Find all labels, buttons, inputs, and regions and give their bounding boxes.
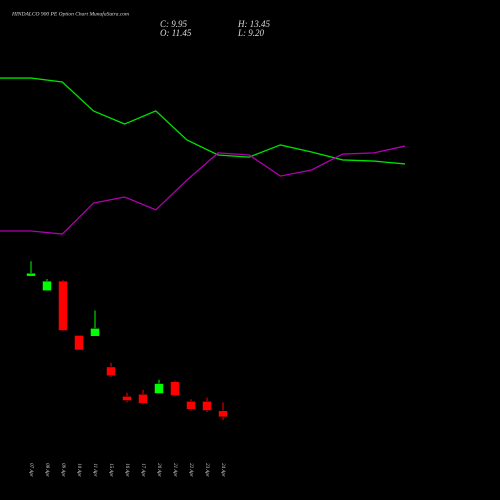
open-label: O: 11.45: [160, 28, 192, 38]
candle-body: [26, 272, 36, 277]
high-label: H: 13.45: [237, 19, 270, 29]
candle-body: [186, 401, 196, 410]
chart-title: HINDALCO 900 PE Option Chart MunafaSutra…: [11, 10, 129, 17]
x-tick-label: 15 Apr: [108, 463, 113, 477]
candle-body: [138, 394, 148, 404]
x-tick-label: 11 Apr: [92, 463, 97, 476]
candle-body: [42, 280, 52, 291]
candle-body: [170, 381, 180, 396]
x-tick-label: 20 Apr: [156, 463, 161, 477]
candle-body: [218, 410, 228, 418]
x-tick-label: 24 Apr: [220, 463, 225, 477]
x-tick-label: 22 Apr: [188, 463, 193, 477]
x-tick-label: 23 Apr: [204, 463, 209, 477]
x-tick-label: 21 Apr: [172, 463, 177, 477]
x-tick-label: 17 Apr: [140, 463, 145, 477]
low-label: L: 9.20: [237, 28, 265, 38]
x-tick-label: 07 Apr: [28, 463, 33, 477]
x-tick-label: 16 Apr: [124, 463, 129, 477]
x-tick-label: 09 Apr: [60, 463, 65, 477]
x-tick-label: 10 Apr: [76, 463, 81, 477]
indicator-line: [0, 145, 406, 235]
candle-body: [202, 401, 212, 411]
indicator-line: [0, 77, 406, 165]
close-label: C: 9.95: [160, 19, 188, 29]
candle-body: [74, 335, 84, 351]
candle-body: [58, 280, 68, 331]
candle-body: [154, 383, 164, 394]
x-tick-label: 08 Apr: [44, 463, 49, 477]
candle-body: [90, 328, 100, 337]
candle-body: [122, 396, 132, 401]
candle-body: [106, 366, 116, 376]
